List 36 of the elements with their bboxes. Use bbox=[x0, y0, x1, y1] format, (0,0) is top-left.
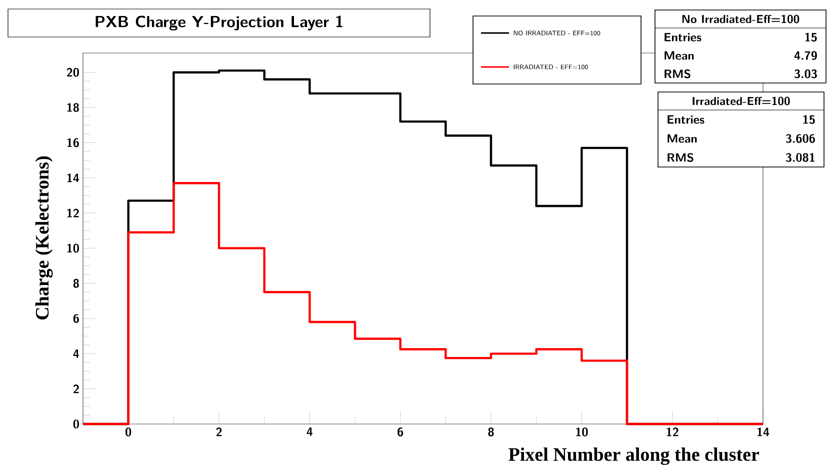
y-tick-label: 8 bbox=[73, 278, 79, 288]
x-tick-label: 6 bbox=[398, 428, 404, 436]
y-tick-label: 20 bbox=[66, 68, 79, 77]
x-tick-label: 0 bbox=[126, 428, 132, 436]
annotation: Mean bbox=[668, 134, 697, 143]
x-axis-title: Pixel Number along the cluster bbox=[508, 448, 760, 465]
text: 3.606 bbox=[786, 134, 815, 143]
y-tick-label: 12 bbox=[67, 208, 79, 218]
annotation: RMS bbox=[668, 153, 694, 162]
x-tick-label: 4 bbox=[306, 428, 313, 436]
x-tick-label: 2 bbox=[216, 428, 222, 436]
x-tick-label: 10 bbox=[576, 428, 588, 436]
y-tick-label: 10 bbox=[67, 244, 79, 253]
text: 3.081 bbox=[786, 153, 815, 162]
text: 15 bbox=[803, 115, 815, 124]
y-tick-label: 4 bbox=[73, 350, 80, 358]
text: Entries bbox=[664, 32, 702, 42]
annotation: Irradiated-Eff=100 bbox=[692, 96, 790, 106]
chart-title: PXB Charge Y-Projection Layer 1 bbox=[96, 16, 342, 30]
text: 3.03 bbox=[794, 69, 817, 78]
y-tick-label: 0 bbox=[73, 420, 79, 428]
x-tick-label: 12 bbox=[666, 428, 678, 436]
annotation: Mean bbox=[664, 51, 694, 60]
x-tick-label: 14 bbox=[757, 428, 770, 436]
text: 15 bbox=[805, 32, 817, 42]
annotation: RMS bbox=[664, 69, 690, 78]
text: 4.79 bbox=[794, 51, 817, 60]
annotation: Entries bbox=[668, 115, 704, 124]
x-tick-label: 8 bbox=[488, 428, 494, 436]
y-tick-label: 18 bbox=[67, 103, 79, 112]
y-tick-label: 16 bbox=[67, 138, 79, 148]
y-axis-title: Charge (Kelectrons) bbox=[35, 156, 53, 320]
y-tick-label: 2 bbox=[73, 384, 79, 394]
y-tick-label: 6 bbox=[73, 314, 79, 323]
y-tick-label: 14 bbox=[67, 174, 80, 182]
text: No Irradiated-Eff=100 bbox=[682, 14, 800, 24]
